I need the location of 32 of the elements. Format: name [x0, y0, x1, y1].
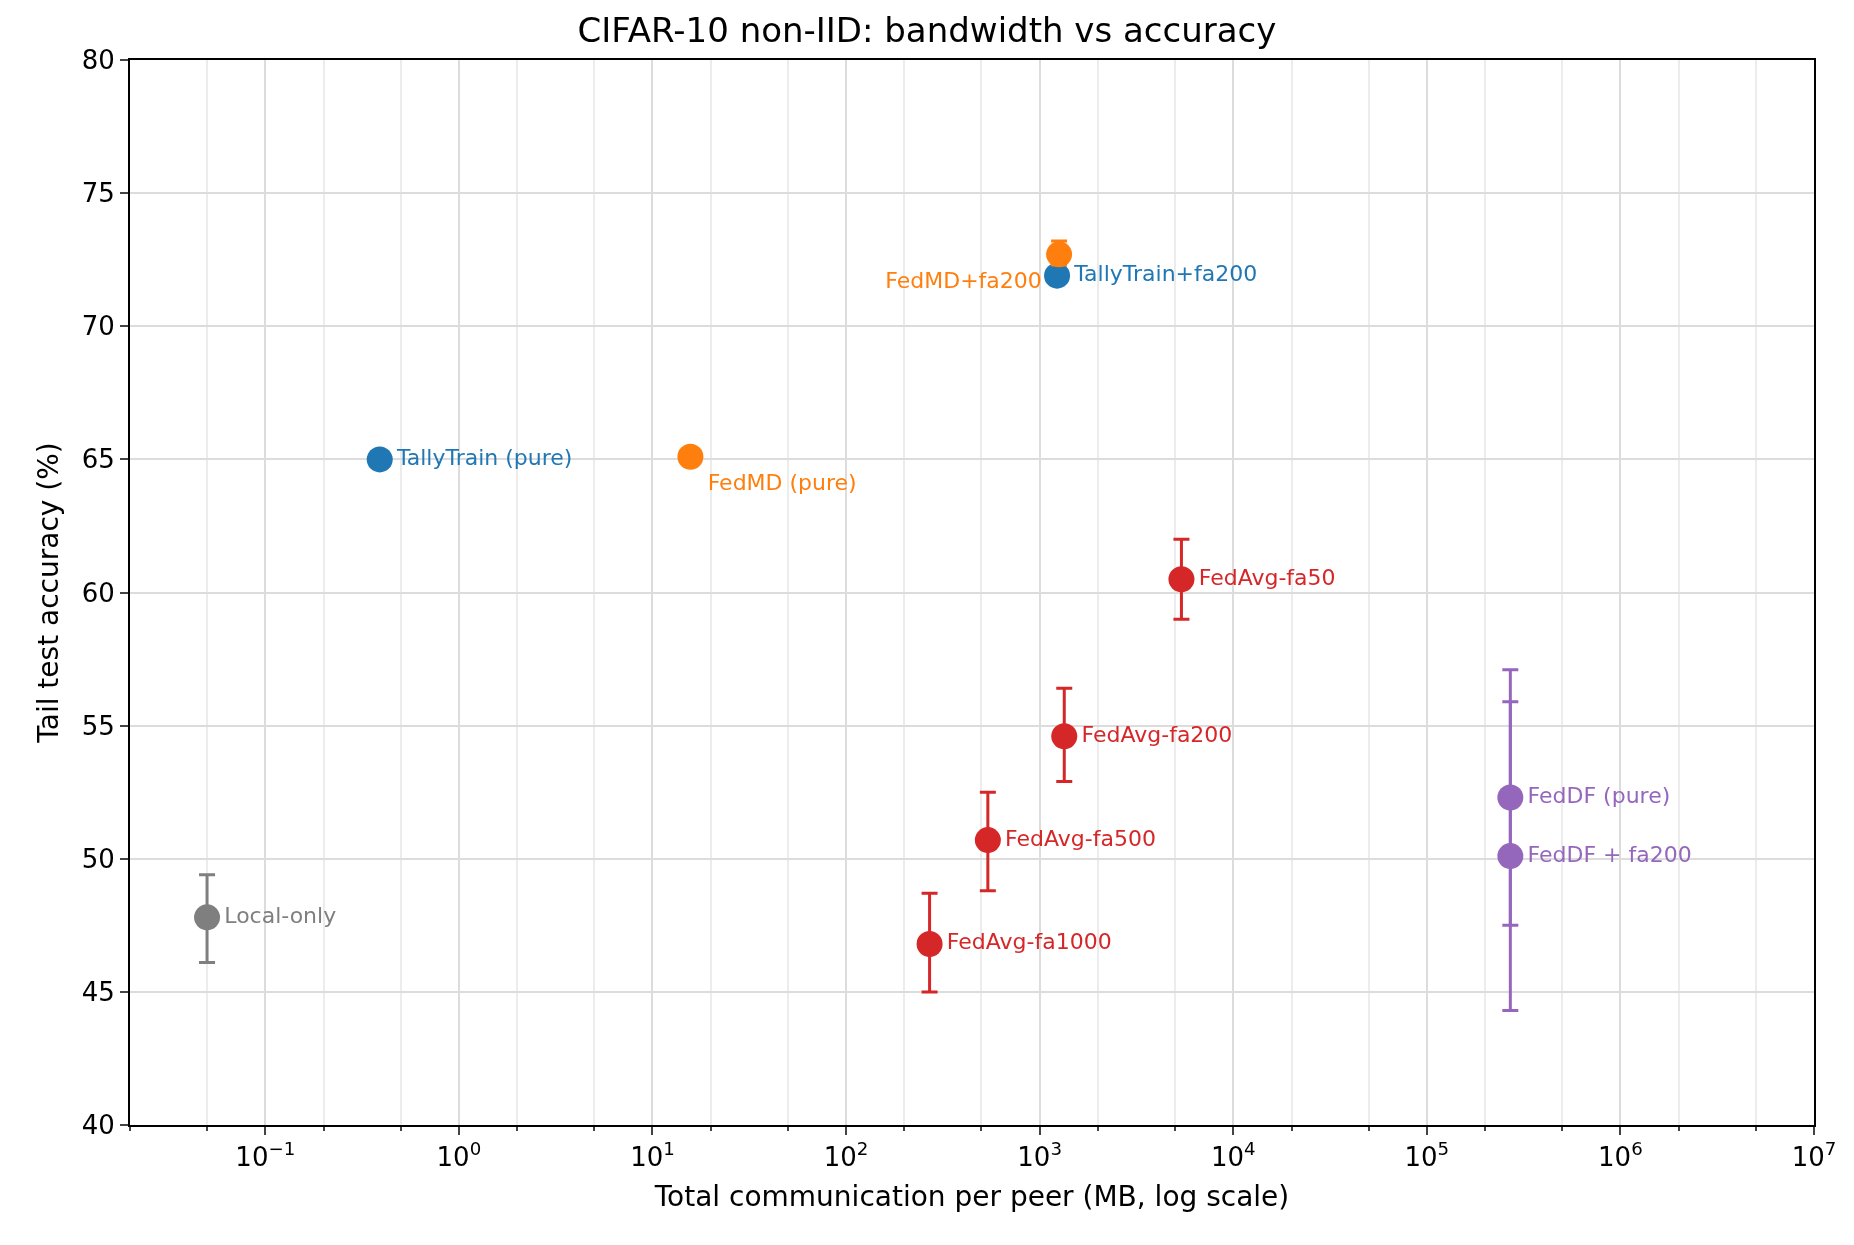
series-label: FedDF + fa200: [1527, 841, 1692, 867]
series-label: FedMD (pure): [707, 470, 857, 496]
x-tick-label: 10$^{7}$: [1791, 1138, 1837, 1173]
x-tick-label: 10$^{6}$: [1598, 1138, 1643, 1173]
y-tick-label: 60: [81, 577, 115, 608]
x-tick-label: 10$^{0}$: [436, 1138, 482, 1173]
x-tick-label: 10$^{−1}$: [235, 1138, 296, 1173]
series-label: FedAvg-fa50: [1198, 564, 1336, 590]
x-tick-label: 10$^{5}$: [1404, 1138, 1450, 1173]
y-axis-title: Tail test accuracy (%): [31, 442, 65, 744]
x-tick-label: 10$^{3}$: [1017, 1138, 1062, 1173]
series-label: TallyTrain (pure): [395, 444, 573, 470]
y-tick-label: 50: [81, 843, 115, 874]
y-tick-label: 75: [81, 178, 115, 209]
y-tick-label: 65: [81, 444, 115, 475]
series-label: FedMD+fa200: [885, 268, 1042, 294]
x-tick-label: 10$^{1}$: [630, 1138, 675, 1173]
series-label: FedAvg-fa1000: [946, 929, 1112, 955]
series-label: FedDF (pure): [1527, 783, 1671, 809]
y-tick-label: 80: [81, 45, 115, 76]
x-tick-label: 10$^{4}$: [1210, 1138, 1256, 1173]
x-tick-label: 10$^{2}$: [823, 1138, 869, 1173]
chart-title: CIFAR-10 non-IID: bandwidth vs accuracy: [577, 10, 1277, 51]
x-axis-title: Total communication per peer (MB, log scale): [653, 1179, 1290, 1213]
series-label: TallyTrain+fa200: [1073, 261, 1258, 287]
y-tick-label: 45: [81, 976, 115, 1007]
y-tick-label: 40: [81, 1110, 115, 1141]
series-label: FedAvg-fa500: [1005, 825, 1156, 851]
series-label: Local-only: [224, 902, 337, 928]
y-tick-label: 70: [81, 311, 115, 342]
series-label: FedAvg-fa200: [1081, 721, 1233, 747]
y-tick-label: 55: [81, 710, 115, 741]
